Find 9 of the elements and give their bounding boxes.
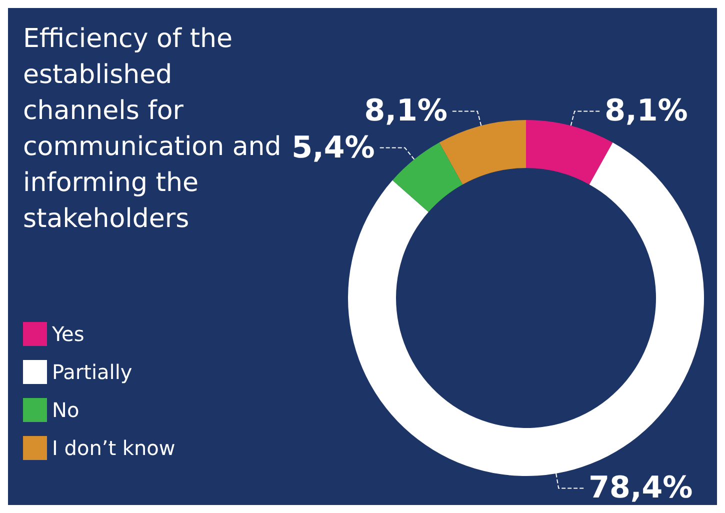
text: Efficiency of the established channels for communication and informing the stakeholders: [23, 24, 290, 234]
legend-label: Partially: [52, 360, 132, 384]
legend-label: Yes: [51, 322, 84, 346]
legend-label: No: [52, 398, 80, 422]
data-label: 8,1%: [604, 94, 688, 129]
data-label: 78,4%: [588, 470, 693, 506]
legend-label: I don’t know: [52, 436, 176, 460]
data-label: 5,4%: [292, 130, 375, 166]
data-label: 8,1%: [364, 94, 448, 129]
